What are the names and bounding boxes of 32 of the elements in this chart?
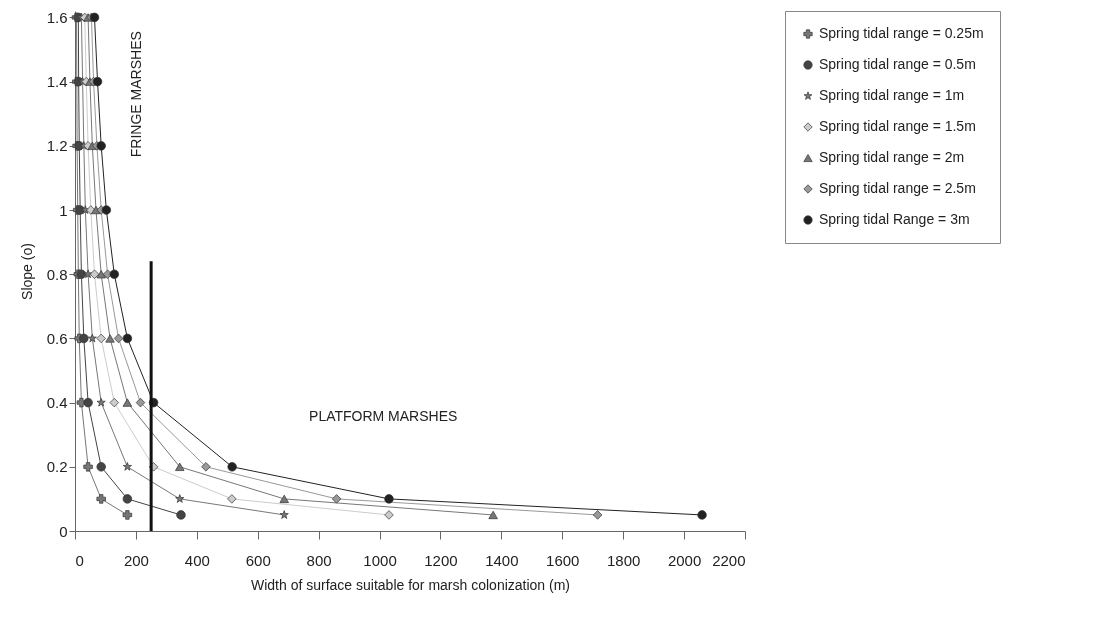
x-tick-label: 0	[75, 551, 84, 569]
x-tick-label: 1200	[424, 551, 458, 569]
x-tick-label: 2200	[712, 551, 746, 569]
y-tick-label: 0.4	[46, 394, 68, 412]
y-tick-label: 1.6	[46, 8, 68, 26]
legend-label: Spring tidal Range = 3m	[819, 211, 970, 227]
legend-label: Spring tidal range = 2.5m	[819, 180, 976, 196]
legend-label: Spring tidal range = 0.25m	[819, 25, 984, 41]
x-tick-label: 400	[184, 551, 210, 569]
x-tick-label: 1400	[485, 551, 519, 569]
x-tick-label: 2000	[667, 551, 702, 569]
y-tick-label: 0.2	[46, 458, 68, 476]
x-tick-label: 1000	[363, 551, 397, 569]
x-axis-title: Width of surface suitable for marsh colonization (m)	[250, 576, 571, 593]
y-tick-label: 0.6	[46, 329, 68, 347]
legend-label: Spring tidal range = 1m	[819, 87, 965, 103]
legend-label: Spring tidal range = 2m	[819, 149, 965, 165]
annotation: PLATFORM MARSHES	[309, 407, 458, 424]
y-tick-label: 1	[59, 201, 68, 219]
x-tick-label: 600	[245, 551, 271, 569]
x-tick-label: 1800	[606, 551, 641, 569]
y-tick-label: 1.4	[46, 73, 68, 91]
y-tick-label: 0	[59, 522, 68, 540]
x-tick-label: 200	[123, 551, 149, 569]
y-tick-label: 1.2	[46, 137, 68, 155]
y-tick-label: 0.8	[46, 265, 68, 283]
y-axis-title: Slope (o)	[18, 243, 35, 300]
legend-label: Spring tidal range = 0.5m	[819, 56, 976, 72]
x-tick-label: 800	[306, 551, 332, 569]
annotation: FRINGE MARSHES	[127, 31, 144, 158]
x-tick-label: 1600	[546, 551, 580, 569]
legend-label: Spring tidal range = 1.5m	[819, 118, 976, 134]
